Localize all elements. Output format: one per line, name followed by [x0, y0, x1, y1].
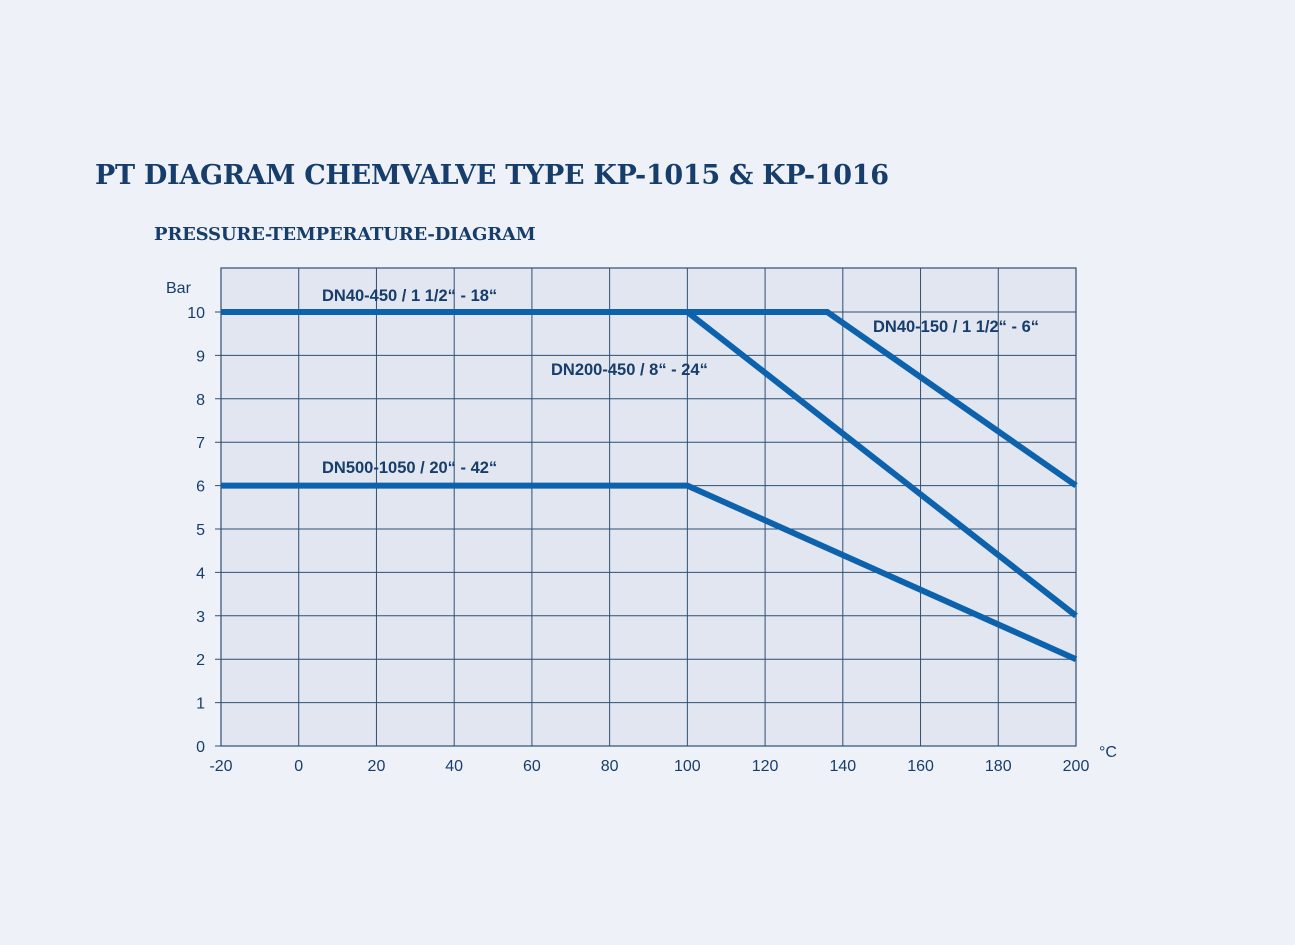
series-line-4: [221, 482, 1078, 662]
plot-area: [220, 267, 1077, 747]
y-tick-label: 6: [196, 479, 205, 496]
y-tick-label: 7: [196, 435, 205, 452]
x-tick-label: 40: [445, 758, 463, 775]
x-axis-label: °C: [1099, 744, 1117, 761]
series-line-3: [685, 309, 1078, 619]
series-label-dn40-450: DN40-450 / 1 1/2“ - 18“: [322, 287, 497, 305]
x-tick-label: 0: [294, 758, 303, 775]
y-tick-label: 4: [196, 565, 205, 582]
y-tick-label: 1: [196, 696, 205, 713]
x-tick-label: 60: [523, 758, 541, 775]
x-tick-label: 160: [907, 758, 934, 775]
y-tick-label: 3: [196, 609, 205, 626]
series-label-dn500-1050: DN500-1050 / 20“ - 42“: [322, 459, 497, 477]
y-tick-label: 2: [196, 652, 205, 669]
series-label-dn200-450: DN200-450 / 8“ - 24“: [551, 361, 708, 379]
y-tick-label: 0: [196, 739, 205, 756]
y-tick-label: 9: [196, 348, 205, 365]
y-tick-label: 8: [196, 392, 205, 409]
x-tick-label: 120: [752, 758, 779, 775]
x-tick-label: -20: [209, 758, 232, 775]
x-tick-label: 80: [601, 758, 619, 775]
page-title: PT DIAGRAM CHEMVALVE TYPE KP-1015 & KP-1…: [95, 160, 889, 191]
series-line-2: [687, 309, 1078, 489]
x-tick-label: 140: [829, 758, 856, 775]
chart-subtitle: PRESSURE-TEMPERATURE-DIAGRAM: [154, 224, 536, 245]
y-tick-label: 10: [187, 305, 205, 322]
x-tick-label: 180: [985, 758, 1012, 775]
series-label-dn40-150: DN40-150 / 1 1/2“ - 6“: [873, 318, 1039, 336]
x-tick-label: 20: [368, 758, 386, 775]
x-tick-label: 200: [1063, 758, 1090, 775]
x-tick-labels: -20 0 20 40 60 80 100 120 140 160 180 200: [209, 758, 1089, 775]
y-tick-label: 5: [196, 522, 205, 539]
y-axis-label: Bar: [166, 280, 192, 297]
y-tick-labels: 0 1 2 3 4 5 6 7 8 9 10: [187, 305, 205, 756]
series-lines: [221, 309, 1078, 662]
x-tick-label: 100: [674, 758, 701, 775]
